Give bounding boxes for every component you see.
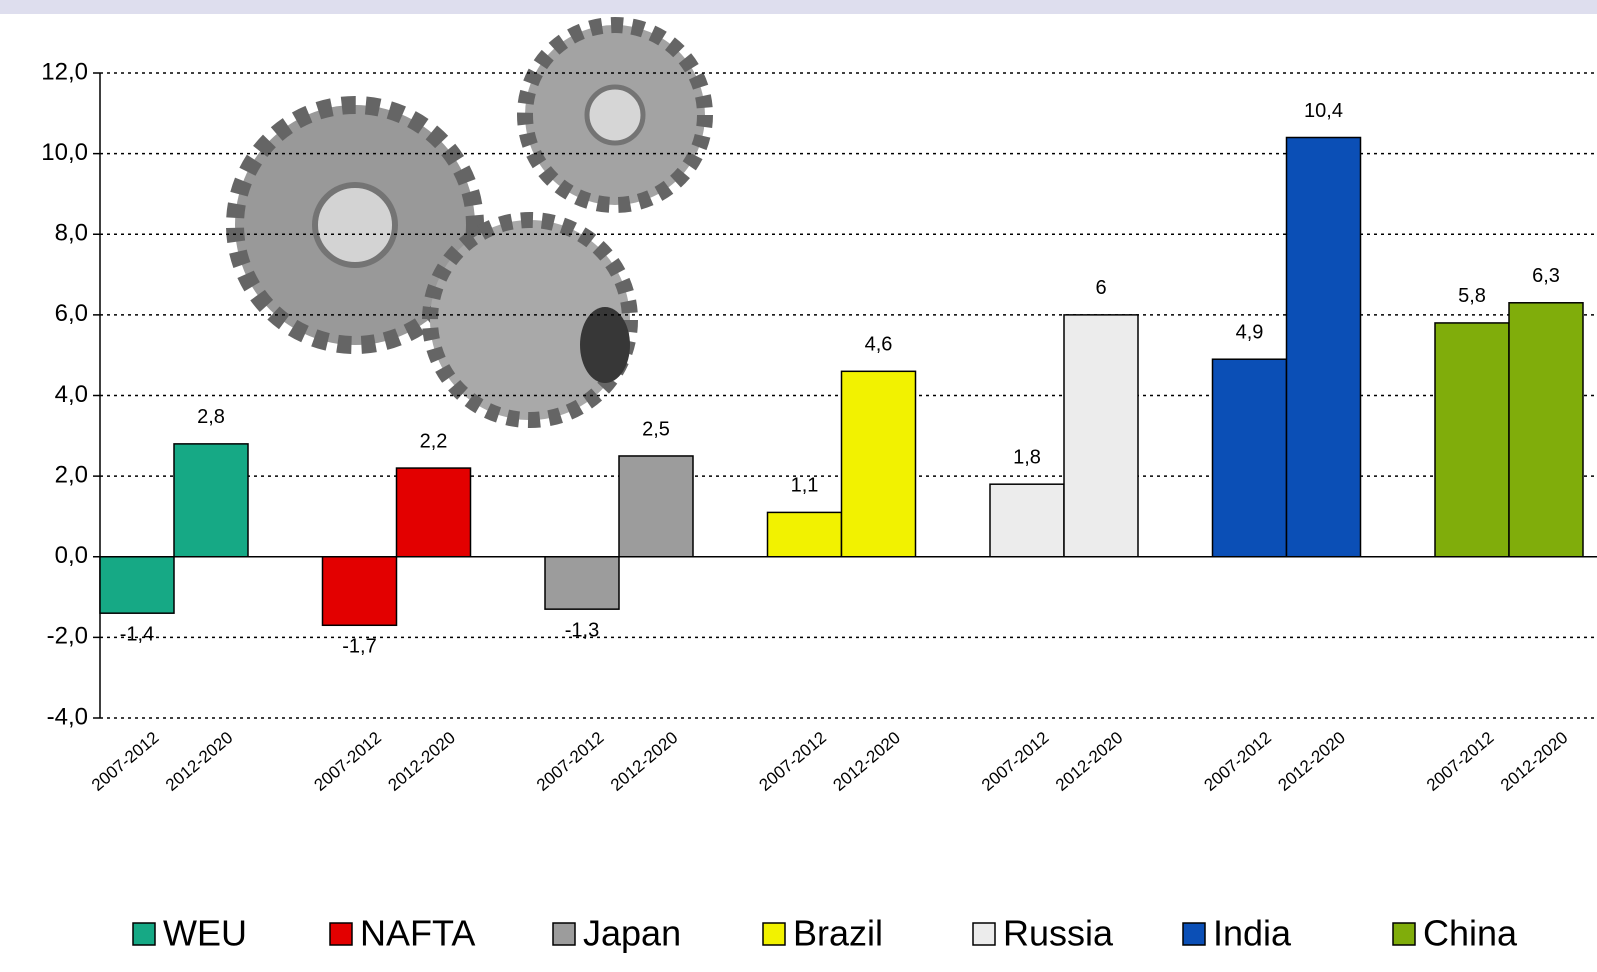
x-tick-label: 2012-2020 xyxy=(829,728,904,795)
x-tick-label: 2007-2012 xyxy=(1423,728,1498,795)
bar xyxy=(989,483,1065,558)
y-tick-label: 12,0 xyxy=(41,58,88,85)
legend-label: Japan xyxy=(583,913,681,954)
gears-decoration xyxy=(226,17,713,428)
value-label: -1,3 xyxy=(565,619,599,641)
bar xyxy=(766,511,843,558)
legend-label: China xyxy=(1423,913,1518,954)
legend-swatch xyxy=(972,922,996,946)
x-tick-label: 2007-2012 xyxy=(533,728,608,795)
bar xyxy=(1285,136,1362,558)
value-label: 2,8 xyxy=(197,406,225,428)
y-tick-label: 0,0 xyxy=(55,542,88,569)
x-tick-label: 2007-2012 xyxy=(88,728,163,795)
bar xyxy=(321,556,398,627)
x-tick-label: 2007-2012 xyxy=(755,728,830,795)
legend-swatch xyxy=(329,922,353,946)
x-tick-label: 2007-2012 xyxy=(978,728,1053,795)
value-label: 1,8 xyxy=(1013,446,1041,468)
y-tick-label: 2,0 xyxy=(55,461,88,488)
x-tick-label: 2012-2020 xyxy=(1274,728,1349,795)
legend-label: WEU xyxy=(163,913,247,954)
legend-label: Brazil xyxy=(793,913,883,954)
legend-label: Russia xyxy=(1003,913,1114,954)
x-tick-label: 2012-2020 xyxy=(1052,728,1127,795)
bar xyxy=(173,443,249,558)
y-tick-label: 10,0 xyxy=(41,139,88,166)
legend-label: NAFTA xyxy=(360,913,475,954)
x-tick-label: 2012-2020 xyxy=(162,728,237,795)
y-tick-label: 4,0 xyxy=(55,381,88,408)
value-label: 1,1 xyxy=(791,475,819,497)
value-label: -1,7 xyxy=(342,636,376,658)
bar xyxy=(1211,358,1288,558)
bar xyxy=(1508,302,1584,558)
bar xyxy=(544,556,620,610)
y-tick-label: -2,0 xyxy=(47,623,88,650)
value-label: 4,6 xyxy=(865,334,893,356)
y-tick-label: 8,0 xyxy=(55,220,88,247)
bar xyxy=(618,455,694,558)
value-label: 5,8 xyxy=(1458,285,1486,307)
legend-swatch xyxy=(1182,922,1206,946)
x-tick-label: 2007-2012 xyxy=(1200,728,1275,795)
value-label: 2,5 xyxy=(642,418,670,440)
x-tick-label: 2012-2020 xyxy=(607,728,682,795)
x-tick-label: 2007-2012 xyxy=(310,728,385,795)
value-label: 4,9 xyxy=(1236,322,1264,344)
value-label: 6,3 xyxy=(1532,265,1560,287)
legend-swatch xyxy=(762,922,786,946)
x-tick-label: 2012-2020 xyxy=(1497,728,1572,795)
y-tick-label: 6,0 xyxy=(55,300,88,327)
bar xyxy=(840,370,917,558)
bar xyxy=(99,556,175,614)
x-tick-label: 2012-2020 xyxy=(384,728,459,795)
legend-swatch xyxy=(132,922,156,946)
value-label: -1,4 xyxy=(120,623,154,645)
bar xyxy=(395,467,472,558)
y-tick-label: -4,0 xyxy=(47,703,88,730)
bar xyxy=(1063,314,1139,558)
value-label: 6 xyxy=(1095,277,1106,299)
legend-swatch xyxy=(552,922,576,946)
value-label: 10,4 xyxy=(1304,100,1343,122)
legend-label: India xyxy=(1213,913,1292,954)
value-label: 2,2 xyxy=(420,430,448,452)
bar xyxy=(1434,322,1510,558)
title-strip xyxy=(0,0,1597,14)
legend-swatch xyxy=(1392,922,1416,946)
